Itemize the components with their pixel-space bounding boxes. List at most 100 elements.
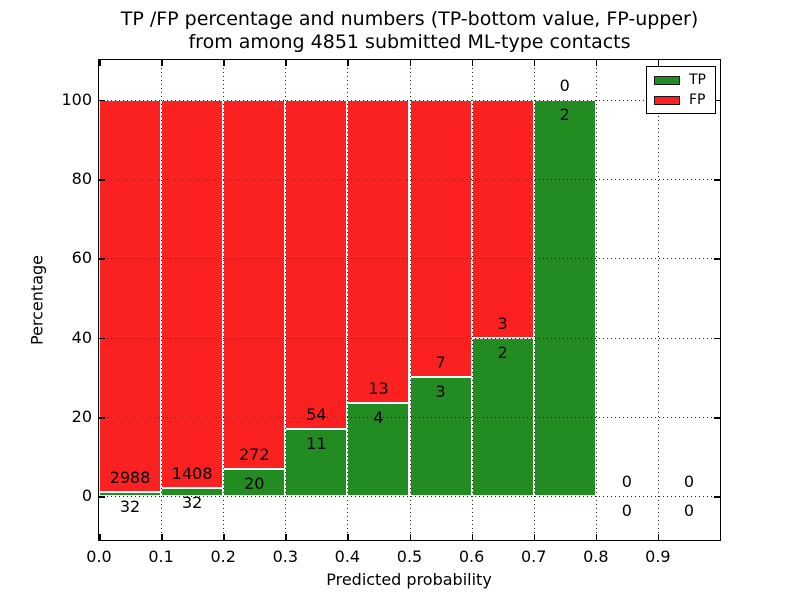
tp-count-label: 2 — [497, 342, 508, 362]
y-tick-mark-right — [714, 496, 720, 498]
tp-count-label: 0 — [621, 501, 632, 521]
x-tick-mark — [99, 534, 101, 540]
gridline-horizontal — [99, 99, 720, 101]
y-tick-label: 20 — [71, 407, 92, 427]
bar-fp-segment — [285, 99, 348, 430]
legend-swatch-tp — [654, 75, 680, 85]
y-tick-label: 0 — [81, 486, 92, 506]
tp-count-label: 4 — [373, 408, 384, 428]
x-tick-mark-top — [285, 60, 287, 66]
fp-count-label: 1408 — [171, 463, 213, 483]
y-tick-label: 80 — [71, 169, 92, 188]
x-tick-label: 0.1 — [148, 547, 174, 566]
x-axis-label: Predicted probability — [326, 570, 492, 589]
fp-count-label: 272 — [238, 445, 270, 465]
bar-fp-segment — [161, 99, 224, 488]
gridline-vertical — [533, 60, 535, 540]
x-tick-mark — [285, 534, 287, 540]
legend-entry-fp: FP — [654, 91, 708, 108]
x-tick-mark-top — [409, 60, 411, 66]
gridline-vertical — [161, 60, 163, 540]
bar-fp-segment — [99, 99, 162, 493]
y-tick-mark-right — [714, 99, 720, 102]
x-tick-label: 0.3 — [272, 547, 299, 566]
legend: TP FP — [646, 66, 716, 114]
y-tick-mark — [99, 179, 105, 181]
chart-title: TP /FP percentage and numbers (TP-bottom… — [99, 8, 720, 54]
gridline-vertical — [471, 60, 473, 540]
tp-count-label: 11 — [306, 434, 327, 454]
x-tick-label: 0.7 — [520, 547, 547, 566]
fp-count-label: 13 — [368, 379, 389, 399]
x-tick-mark — [161, 534, 163, 540]
tp-count-label: 3 — [435, 382, 446, 402]
bar-fp-segment — [347, 99, 410, 403]
y-tick-mark-right — [714, 417, 720, 419]
y-tick-mark-right — [714, 337, 720, 340]
y-tick-mark-right — [714, 258, 720, 260]
chart-title-line1: TP /FP percentage and numbers (TP-bottom… — [120, 8, 699, 30]
x-tick-mark — [595, 534, 598, 540]
y-tick-label: 40 — [71, 327, 92, 347]
gridline-vertical — [347, 60, 349, 540]
gridline-vertical — [409, 60, 411, 540]
fp-count-label: 0 — [559, 75, 570, 95]
bar-fp-segment — [471, 99, 534, 338]
y-tick-mark-right — [714, 179, 720, 181]
gridline-vertical — [285, 60, 287, 540]
bar-tp-segment — [533, 99, 596, 497]
x-tick-label: 0.0 — [86, 547, 112, 566]
x-tick-label: 0.5 — [396, 547, 423, 566]
gridline-horizontal — [99, 496, 720, 498]
x-tick-label: 0.4 — [334, 547, 361, 566]
x-tick-label: 0.8 — [583, 547, 609, 566]
x-tick-mark — [223, 534, 225, 540]
x-tick-mark-top — [347, 60, 349, 66]
x-tick-mark — [471, 534, 474, 540]
legend-label: FP — [689, 91, 706, 108]
gridline-horizontal — [99, 179, 720, 180]
y-tick-mark — [99, 258, 105, 260]
x-tick-label: 0.2 — [210, 547, 236, 566]
bar-tp-segment — [285, 429, 348, 497]
gridline-horizontal — [99, 337, 720, 339]
bar-tp-segment — [99, 492, 162, 497]
fp-count-label: 54 — [306, 405, 327, 425]
tp-count-label: 2 — [559, 104, 570, 124]
bar-fp-segment — [223, 99, 286, 470]
chart-title-line2: from among 4851 submitted ML-type contac… — [188, 31, 631, 53]
y-tick-mark — [99, 337, 105, 340]
gridline-vertical — [595, 60, 597, 540]
fp-count-label: 3 — [497, 313, 508, 333]
x-tick-mark-top — [533, 60, 536, 66]
legend-label: TP — [689, 71, 706, 88]
y-tick-mark — [99, 417, 105, 419]
fp-count-label: 0 — [621, 472, 632, 492]
tp-count-label: 0 — [683, 501, 695, 521]
tp-count-label: 20 — [244, 474, 265, 494]
tp-count-label: 32 — [181, 492, 203, 512]
x-tick-mark-top — [99, 60, 101, 66]
x-tick-mark-top — [657, 60, 660, 66]
x-tick-mark-top — [161, 60, 163, 66]
x-tick-mark — [409, 534, 411, 540]
gridline-vertical — [223, 60, 225, 540]
gridline-horizontal — [99, 417, 720, 419]
x-tick-mark — [533, 534, 536, 540]
fp-count-label: 0 — [683, 472, 695, 492]
bar-fp-segment — [409, 99, 472, 378]
fp-count-label: 2988 — [109, 468, 151, 488]
x-tick-label: 0.9 — [645, 547, 671, 566]
bar-tp-segment — [223, 469, 286, 497]
x-tick-mark-top — [471, 60, 474, 66]
y-tick-label: 100 — [61, 89, 92, 109]
x-tick-mark-top — [595, 60, 598, 66]
fp-count-label: 7 — [435, 353, 446, 373]
legend-entry-tp: TP — [654, 71, 708, 88]
x-tick-mark — [347, 534, 349, 540]
y-axis-label: Percentage — [27, 254, 47, 346]
gridline-horizontal — [99, 258, 720, 260]
gridline-vertical — [657, 60, 659, 540]
x-tick-mark — [657, 534, 660, 540]
